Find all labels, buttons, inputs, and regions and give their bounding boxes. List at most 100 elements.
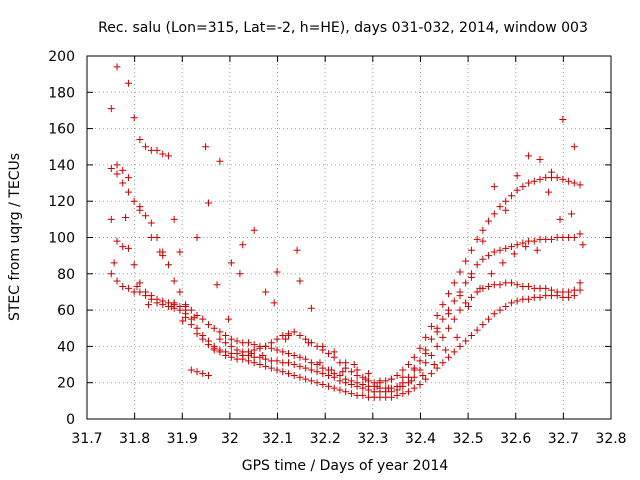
data-point — [513, 172, 521, 180]
chart-title: Rec. salu (Lon=315, Lat=-2, h=HE), days … — [98, 20, 588, 36]
data-point — [427, 351, 435, 359]
data-point — [399, 390, 407, 398]
data-point — [285, 350, 293, 358]
data-point — [496, 306, 504, 314]
data-point — [445, 324, 453, 332]
data-point — [164, 261, 172, 269]
data-point — [422, 350, 430, 358]
y-tick-label: 60 — [57, 303, 75, 319]
x-axis-label: GPS time / Days of year 2014 — [242, 458, 449, 474]
data-point — [290, 371, 298, 379]
data-point — [142, 143, 150, 151]
data-point — [210, 324, 218, 332]
data-point — [296, 353, 304, 361]
data-point — [136, 203, 144, 211]
data-point — [525, 179, 533, 187]
data-point — [373, 382, 381, 390]
data-point — [107, 105, 115, 113]
data-point — [233, 337, 241, 345]
data-point — [407, 377, 415, 385]
data-point — [490, 210, 498, 218]
data-point — [267, 364, 275, 372]
data-point — [462, 337, 470, 345]
data-point — [496, 281, 504, 289]
data-point — [279, 368, 287, 376]
y-tick-label: 140 — [48, 158, 75, 174]
data-point — [462, 279, 470, 287]
data-point — [342, 388, 350, 396]
data-point — [113, 161, 121, 169]
data-point — [199, 370, 207, 378]
data-point — [485, 217, 493, 225]
data-point — [525, 295, 533, 303]
data-point — [456, 268, 464, 276]
data-point — [385, 384, 393, 392]
data-point — [216, 328, 224, 336]
data-point — [507, 299, 515, 307]
data-point — [302, 364, 310, 372]
data-point — [410, 364, 418, 372]
data-point — [536, 293, 544, 301]
data-point — [113, 63, 121, 71]
data-point — [530, 237, 538, 245]
data-point — [365, 370, 373, 378]
data-point — [307, 359, 315, 367]
data-point — [222, 339, 230, 347]
data-point — [290, 328, 298, 336]
data-point — [202, 143, 210, 151]
data-point — [353, 379, 361, 387]
data-point — [570, 234, 578, 241]
data-point — [530, 177, 538, 185]
data-point — [113, 237, 121, 245]
data-point — [439, 301, 447, 309]
x-tick-label: 32.6 — [500, 431, 531, 447]
data-point — [393, 371, 401, 379]
data-point — [336, 371, 344, 379]
data-point — [576, 279, 584, 287]
y-tick-label: 0 — [66, 412, 75, 428]
data-point — [536, 155, 544, 163]
data-point — [502, 206, 510, 214]
data-point — [439, 333, 447, 341]
data-point — [273, 366, 281, 374]
data-point — [479, 237, 487, 245]
data-point — [362, 375, 370, 383]
data-point — [290, 361, 298, 369]
x-axis-ticks: 31.7 31.8 31.9 32 32.1 32.2 32.3 32.4 32.5 32.6 32… — [71, 56, 627, 447]
data-point — [467, 273, 475, 281]
data-point — [262, 342, 270, 350]
data-point — [456, 306, 464, 314]
y-tick-label: 40 — [57, 339, 75, 355]
data-point — [153, 295, 161, 303]
data-point — [147, 292, 155, 300]
data-point — [316, 359, 324, 367]
data-point — [182, 302, 190, 310]
data-point — [122, 214, 130, 222]
data-point — [465, 302, 473, 310]
data-point — [473, 288, 481, 296]
data-point — [350, 361, 358, 369]
data-point — [342, 359, 350, 367]
data-point — [119, 243, 127, 251]
data-point — [422, 359, 430, 367]
data-point — [347, 377, 355, 385]
data-point — [119, 179, 127, 187]
data-point — [285, 370, 293, 378]
data-point — [410, 384, 418, 392]
data-point — [279, 348, 287, 356]
data-point — [339, 368, 347, 376]
y-axis-ticks: 0 20 40 60 80 100 120 140 160 180 200 — [48, 49, 611, 428]
data-point — [107, 165, 115, 173]
data-point — [513, 297, 521, 305]
x-tick-label: 32.7 — [548, 431, 579, 447]
data-point — [542, 284, 550, 292]
x-tick-label: 32.8 — [595, 431, 626, 447]
data-point — [159, 150, 167, 158]
data-point — [545, 188, 553, 196]
data-point — [204, 199, 212, 207]
data-point — [170, 277, 178, 285]
data-point — [307, 304, 315, 312]
data-point — [513, 241, 521, 249]
data-point — [507, 192, 515, 200]
